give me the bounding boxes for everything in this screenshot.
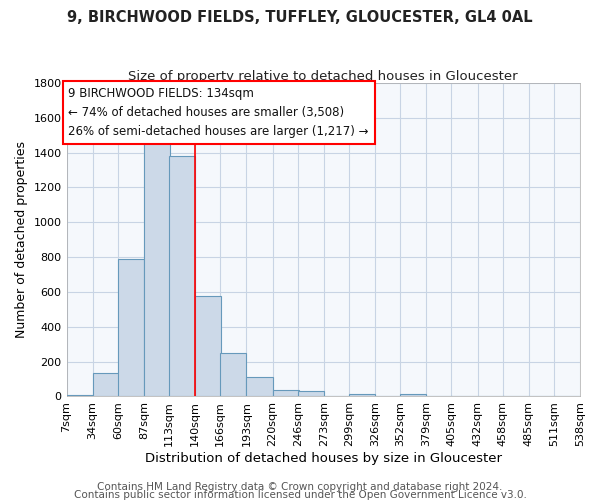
Bar bbox=[169, 156, 195, 396]
Bar bbox=[247, 378, 272, 396]
Bar bbox=[400, 394, 426, 396]
Text: Contains public sector information licensed under the Open Government Licence v3: Contains public sector information licen… bbox=[74, 490, 526, 500]
Bar bbox=[92, 373, 119, 396]
Text: 9, BIRCHWOOD FIELDS, TUFFLEY, GLOUCESTER, GL4 0AL: 9, BIRCHWOOD FIELDS, TUFFLEY, GLOUCESTER… bbox=[67, 10, 533, 25]
Bar bbox=[298, 391, 324, 396]
X-axis label: Distribution of detached houses by size in Gloucester: Distribution of detached houses by size … bbox=[145, 452, 502, 465]
Bar bbox=[349, 394, 375, 396]
Text: Contains HM Land Registry data © Crown copyright and database right 2024.: Contains HM Land Registry data © Crown c… bbox=[97, 482, 503, 492]
Bar bbox=[144, 140, 170, 396]
Bar bbox=[67, 394, 92, 396]
Title: Size of property relative to detached houses in Gloucester: Size of property relative to detached ho… bbox=[128, 70, 518, 83]
Bar bbox=[220, 353, 247, 397]
Bar bbox=[118, 259, 144, 396]
Bar bbox=[272, 390, 299, 396]
Bar bbox=[195, 296, 221, 396]
Y-axis label: Number of detached properties: Number of detached properties bbox=[15, 141, 28, 338]
Text: 9 BIRCHWOOD FIELDS: 134sqm
← 74% of detached houses are smaller (3,508)
26% of s: 9 BIRCHWOOD FIELDS: 134sqm ← 74% of deta… bbox=[68, 88, 369, 138]
